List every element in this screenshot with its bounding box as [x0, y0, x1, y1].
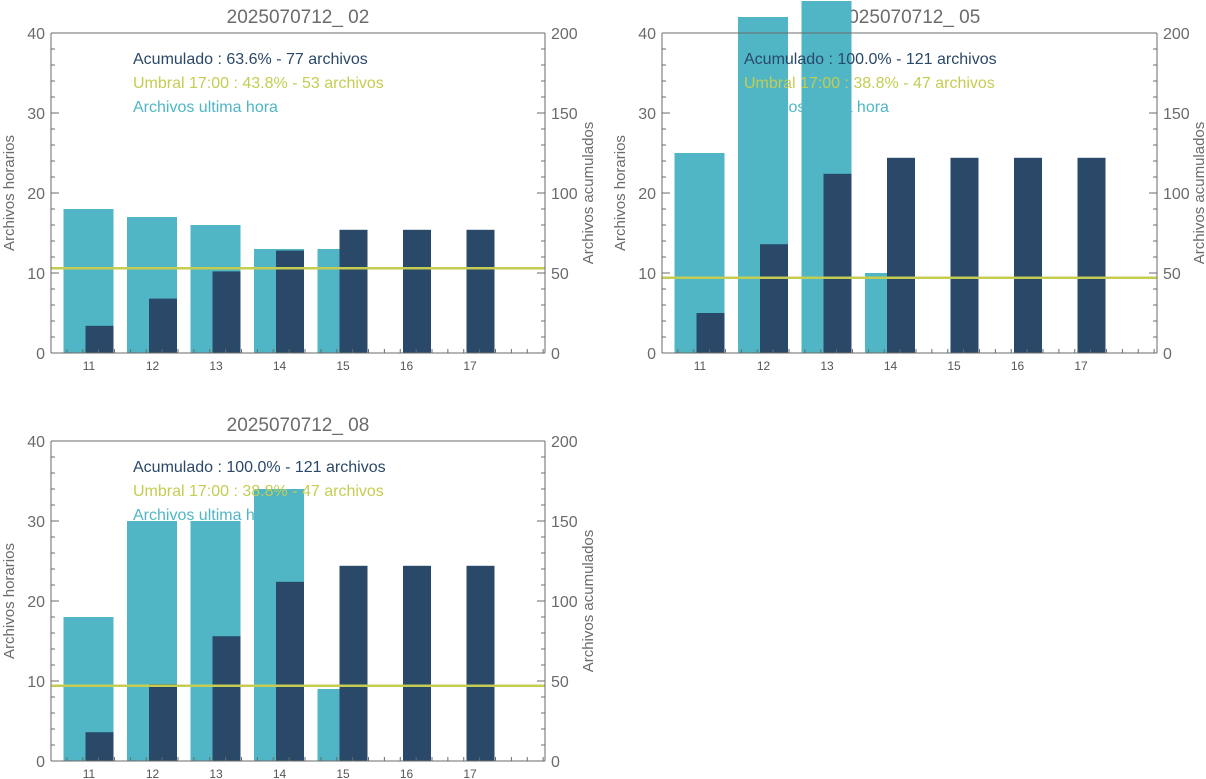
x-tick-label: 16 [400, 767, 414, 779]
right-tick-label: 50 [1163, 266, 1181, 283]
right-tick-label: 200 [551, 434, 578, 451]
annotation-ultima-hora: Archivos ultima hora [133, 507, 278, 524]
x-tick-label: 17 [1074, 359, 1088, 373]
chart-title: 2025070712_ 08 [227, 415, 370, 436]
x-tick-label: 13 [209, 767, 223, 779]
x-tick-label: 15 [947, 359, 961, 373]
x-tick-label: 13 [820, 359, 834, 373]
right-tick-label: 200 [551, 26, 578, 43]
y-axis-label-right: Archivos acumulados [1191, 122, 1206, 265]
cumulative-bar [85, 325, 114, 353]
x-tick-label: 17 [463, 359, 477, 373]
left-tick-label: 30 [638, 106, 656, 123]
annotation-acumulado: Acumulado : 63.6% - 77 archivos [133, 51, 368, 68]
y-axis-label-left: Archivos horarios [1, 543, 18, 659]
chart-panel-2: 2025070712_ 05 0 10 20 30 40 0 50 100 150 200 11 12 1… [612, 1, 1206, 373]
right-tick-label: 100 [551, 186, 578, 203]
x-tick-label: 14 [273, 359, 287, 373]
left-tick-label: 30 [27, 514, 45, 531]
x-tick-label: 16 [1011, 359, 1025, 373]
annotation-ultima-hora: Archivos ultima hora [133, 99, 278, 116]
x-tick-label: 12 [757, 359, 771, 373]
left-tick-label: 40 [27, 434, 45, 451]
right-tick-label: 150 [1163, 106, 1190, 123]
annotation-umbral: Umbral 17:00 : 38.8% - 47 archivos [744, 75, 995, 92]
x-tick-label: 12 [146, 767, 160, 779]
left-tick-label: 20 [638, 186, 656, 203]
left-tick-label: 10 [27, 674, 45, 691]
x-tick-label: 15 [336, 359, 350, 373]
cumulative-bar [823, 173, 852, 353]
cumulative-bar [339, 565, 368, 761]
cumulative-bar [403, 229, 431, 353]
y-axis-label-left: Archivos horarios [1, 135, 18, 251]
right-tick-label: 150 [551, 514, 578, 531]
chart-panel-1: 2025070712_ 02 0 10 20 30 40 0 50 100 150 200 11 12 1… [1, 7, 597, 373]
x-tick-label: 11 [694, 359, 707, 373]
x-tick-label: 16 [400, 359, 414, 373]
right-tick-label: 50 [551, 266, 569, 283]
cumulative-bar [887, 157, 915, 353]
x-tick-label: 17 [463, 767, 477, 779]
x-tick-label: 13 [209, 359, 223, 373]
x-tick-label: 11 [83, 359, 96, 373]
cumulative-bar [85, 732, 114, 761]
chart-title: 2025070712_ 05 [838, 7, 981, 28]
y-axis-label-right: Archivos acumulados [580, 122, 597, 265]
cumulative-bar [466, 565, 495, 761]
chart-panel-3: 2025070712_ 08 0 10 20 30 40 0 50 100 150 200 11 12 1… [1, 415, 597, 779]
x-tick-label: 11 [83, 767, 96, 779]
cumulative-bar [212, 271, 241, 353]
cumulative-bar [1077, 157, 1106, 353]
cumulative-bar [403, 565, 431, 761]
left-tick-label: 20 [27, 186, 45, 203]
left-tick-label: 0 [647, 346, 656, 363]
right-tick-label: 100 [1163, 186, 1190, 203]
right-tick-label: 0 [1163, 346, 1172, 363]
cumulative-bar [760, 244, 788, 353]
x-tick-label: 12 [146, 359, 160, 373]
annotation-acumulado: Acumulado : 100.0% - 121 archivos [744, 51, 997, 68]
x-tick-label: 14 [273, 767, 287, 779]
left-tick-label: 30 [27, 106, 45, 123]
left-tick-label: 40 [27, 26, 45, 43]
cumulative-bar [212, 636, 241, 761]
left-tick-label: 0 [36, 346, 45, 363]
right-tick-label: 0 [551, 346, 560, 363]
left-tick-label: 20 [27, 594, 45, 611]
left-tick-label: 10 [638, 266, 656, 283]
left-tick-label: 40 [638, 26, 656, 43]
right-tick-label: 150 [551, 106, 578, 123]
annotation-ultima-hora: Archivos ultima hora [744, 99, 889, 116]
cumulative-bar [950, 157, 979, 353]
x-tick-label: 14 [884, 359, 898, 373]
cumulative-bar [276, 250, 304, 353]
cumulative-bar [1014, 157, 1042, 353]
right-tick-label: 0 [551, 754, 560, 771]
right-tick-label: 100 [551, 594, 578, 611]
annotation-umbral: Umbral 17:00 : 38.8% - 47 archivos [133, 483, 384, 500]
annotation-acumulado: Acumulado : 100.0% - 121 archivos [133, 459, 386, 476]
left-tick-label: 10 [27, 266, 45, 283]
annotation-umbral: Umbral 17:00 : 43.8% - 53 archivos [133, 75, 384, 92]
right-tick-label: 200 [1163, 26, 1190, 43]
cumulative-bar [466, 229, 495, 353]
y-axis-label-right: Archivos acumulados [580, 530, 597, 673]
cumulative-bar [696, 313, 725, 353]
right-tick-label: 50 [551, 674, 569, 691]
y-axis-label-left: Archivos horarios [612, 135, 629, 251]
cumulative-bar [149, 684, 177, 761]
cumulative-bar [276, 581, 304, 761]
x-tick-label: 15 [336, 767, 350, 779]
cumulative-bar [149, 298, 177, 353]
cumulative-bar [339, 229, 368, 353]
chart-title: 2025070712_ 02 [227, 7, 370, 28]
left-tick-label: 0 [36, 754, 45, 771]
